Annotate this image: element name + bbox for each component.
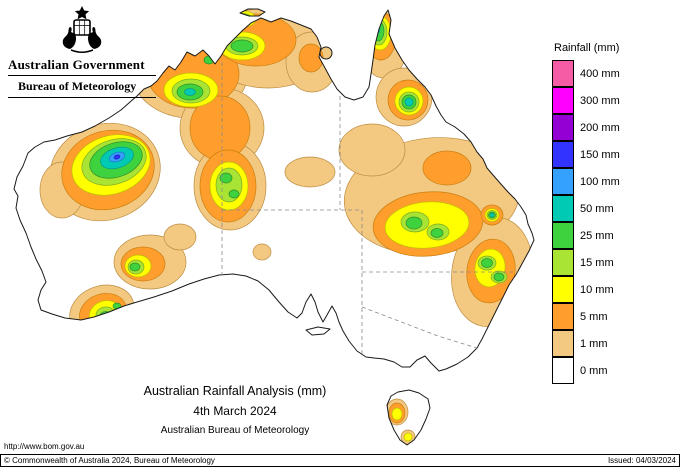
kangaroo-island-coastline (305, 326, 331, 336)
rainfall-contours (39, 9, 533, 445)
legend-label: 150 mm (580, 148, 620, 161)
legend-swatch (552, 86, 574, 114)
footer-bar: © Commonwealth of Australia 2024, Bureau… (0, 454, 680, 467)
legend-swatch (552, 302, 574, 330)
legend-swatch (552, 59, 574, 87)
bom-url: http://www.bom.gov.au (4, 442, 85, 451)
legend-entry: 50 mm (552, 194, 662, 222)
legend-entry: 400 mm (552, 59, 662, 87)
legend-entry: 200 mm (552, 113, 662, 141)
legend-label: 10 mm (580, 283, 614, 296)
legend-label: 0 mm (580, 364, 608, 377)
legend-swatch (552, 329, 574, 357)
coat-of-arms-icon (62, 6, 102, 53)
map-org: Australian Bureau of Meteorology (160, 425, 310, 436)
legend-label: 15 mm (580, 256, 614, 269)
footer-copyright: © Commonwealth of Australia 2024, Bureau… (4, 455, 215, 465)
legend-entry: 0 mm (552, 356, 662, 384)
legend-swatch (552, 113, 574, 141)
legend-swatch (552, 194, 574, 222)
legend-label: 5 mm (580, 310, 608, 323)
legend-entry: 25 mm (552, 221, 662, 249)
groote-eylandt-coastline (319, 46, 333, 60)
rainfall-level-150mm (113, 154, 121, 160)
legend-title: Rainfall (mm) (554, 42, 620, 54)
map-title: Australian Rainfall Analysis (mm) (143, 384, 327, 398)
legend-label: 100 mm (580, 175, 620, 188)
legend-swatch (552, 167, 574, 195)
map-date: 4th March 2024 (193, 404, 277, 418)
legend-entry: 5 mm (552, 302, 662, 330)
legend-swatch (552, 248, 574, 276)
legend-entry: 100 mm (552, 167, 662, 195)
legend-swatch (552, 221, 574, 249)
legend-label: 25 mm (580, 229, 614, 242)
legend-entry: 15 mm (552, 248, 662, 276)
government-title: Australian Government (8, 56, 156, 76)
legend-entry: 10 mm (552, 275, 662, 303)
legend-entry: 150 mm (552, 140, 662, 168)
bureau-title: Bureau of Meteorology (8, 76, 156, 98)
legend-label: 400 mm (580, 67, 620, 80)
legend-label: 300 mm (580, 94, 620, 107)
footer-issued: Issued: 04/03/2024 (607, 455, 676, 465)
tasmania-coastline (386, 389, 431, 446)
legend-swatch (552, 275, 574, 303)
legend-label: 50 mm (580, 202, 614, 215)
legend-label: 1 mm (580, 337, 608, 350)
legend-label: 200 mm (580, 121, 620, 134)
legend-entry: 1 mm (552, 329, 662, 357)
melville-island-coastline (239, 8, 266, 17)
legend-entry: 300 mm (552, 86, 662, 114)
legend-swatch (552, 356, 574, 384)
australia-coastline (13, 9, 535, 372)
gov-header: Australian Government Bureau of Meteorol… (8, 4, 156, 98)
legend-swatch (552, 140, 574, 168)
rainfall-legend: Rainfall (mm) 400 mm 300 mm 200 mm 150 m… (552, 42, 662, 384)
map-titles: Australian Rainfall Analysis (mm) 4th Ma… (85, 384, 385, 436)
state-borders (221, 62, 518, 357)
